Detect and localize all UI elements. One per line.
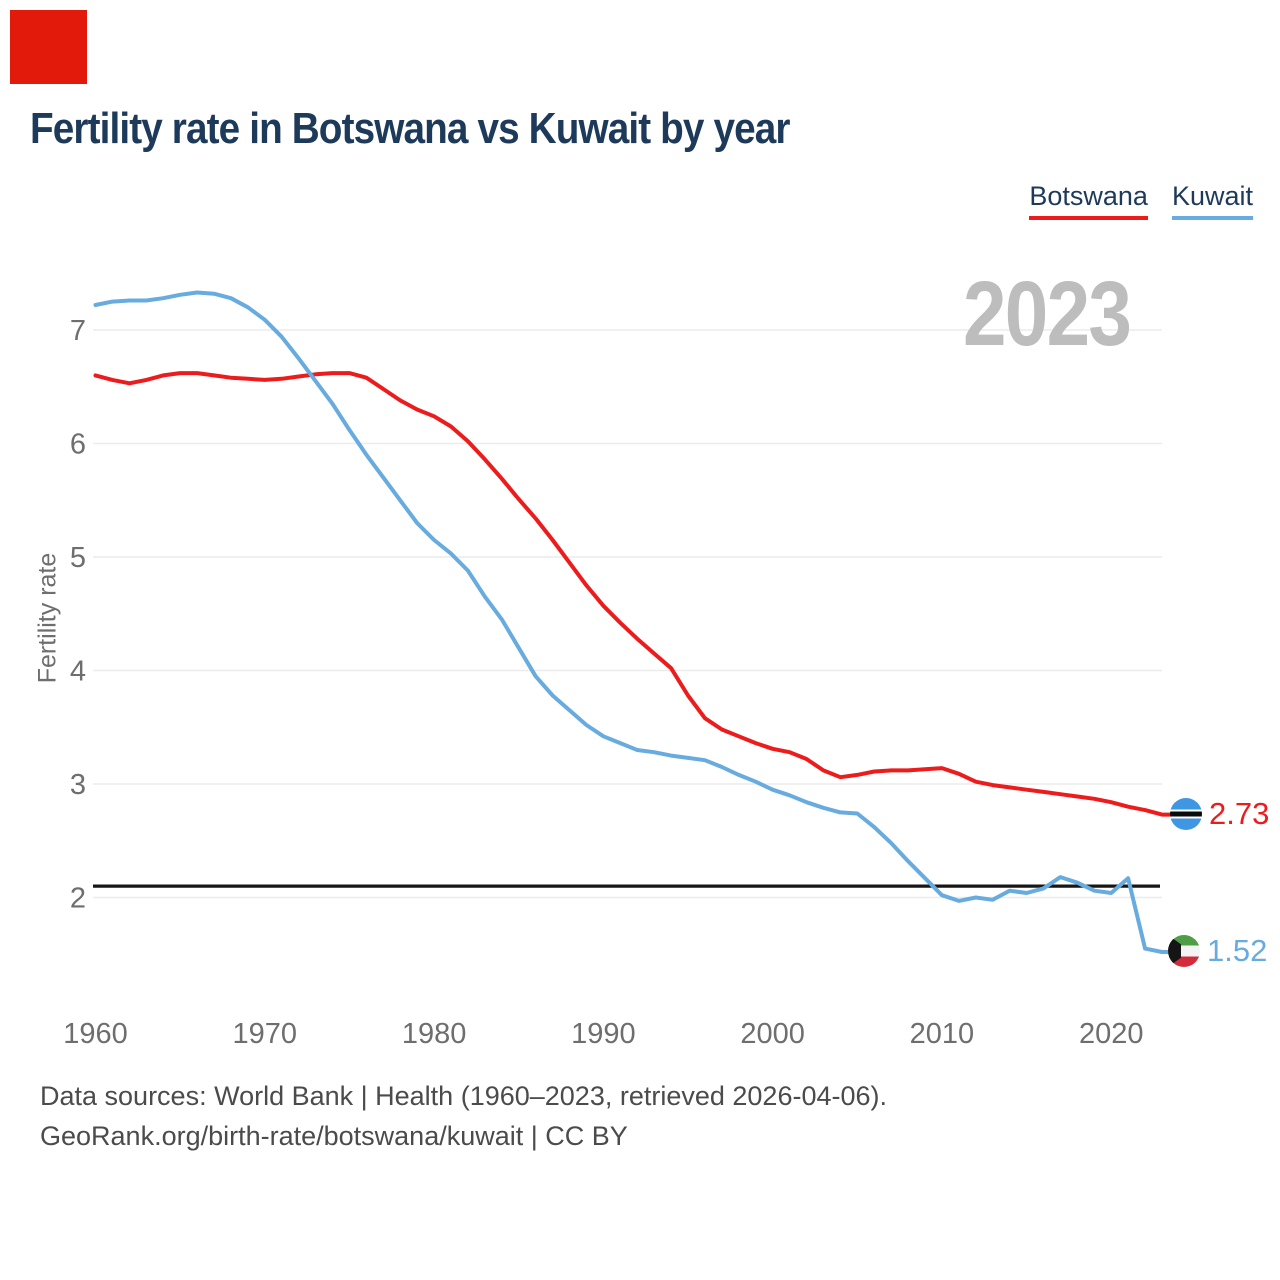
x-tick-label: 2010 — [910, 1018, 975, 1050]
red-marker — [10, 10, 87, 84]
x-tick-label: 2000 — [740, 1018, 805, 1050]
y-tick-label: 4 — [70, 656, 86, 688]
y-tick-label: 7 — [70, 315, 86, 347]
botswana-end-label: 2.73 — [1170, 798, 1269, 830]
x-tick-label: 1970 — [233, 1018, 298, 1050]
legend-item-kuwait[interactable]: Kuwait — [1171, 181, 1253, 220]
x-tick-label: 1960 — [63, 1018, 128, 1050]
page-title: Fertility rate in Botswana vs Kuwait by … — [30, 104, 790, 153]
x-tick-label: 1980 — [402, 1018, 467, 1050]
y-tick-label: 2 — [70, 883, 86, 915]
botswana-line[interactable] — [93, 371, 1173, 817]
kuwait-end-label: 1.52 — [1168, 935, 1267, 967]
botswana-flag-icon — [1170, 798, 1202, 830]
y-tick-label: 5 — [70, 542, 86, 574]
legend-item-botswana[interactable]: Botswana — [1029, 181, 1148, 220]
botswana-latest-value: 2.73 — [1209, 796, 1270, 831]
kuwait-latest-value: 1.52 — [1207, 933, 1268, 968]
source-line-1: Data sources: World Bank | Health (1960–… — [40, 1081, 887, 1111]
source-caption: Data sources: World Bank | Health (1960–… — [40, 1076, 887, 1156]
source-line-2: GeoRank.org/birth-rate/botswana/kuwait |… — [40, 1121, 628, 1151]
x-tick-label: 2020 — [1079, 1018, 1144, 1050]
y-tick-label: 6 — [70, 429, 86, 461]
kuwait-flag-icon — [1168, 935, 1200, 967]
x-tick-label: 1990 — [571, 1018, 636, 1050]
legend: Botswana Kuwait — [1029, 181, 1253, 220]
kuwait-line[interactable] — [93, 290, 1173, 954]
year-watermark: 2023 — [963, 263, 1132, 365]
y-tick-label: 3 — [70, 769, 86, 801]
